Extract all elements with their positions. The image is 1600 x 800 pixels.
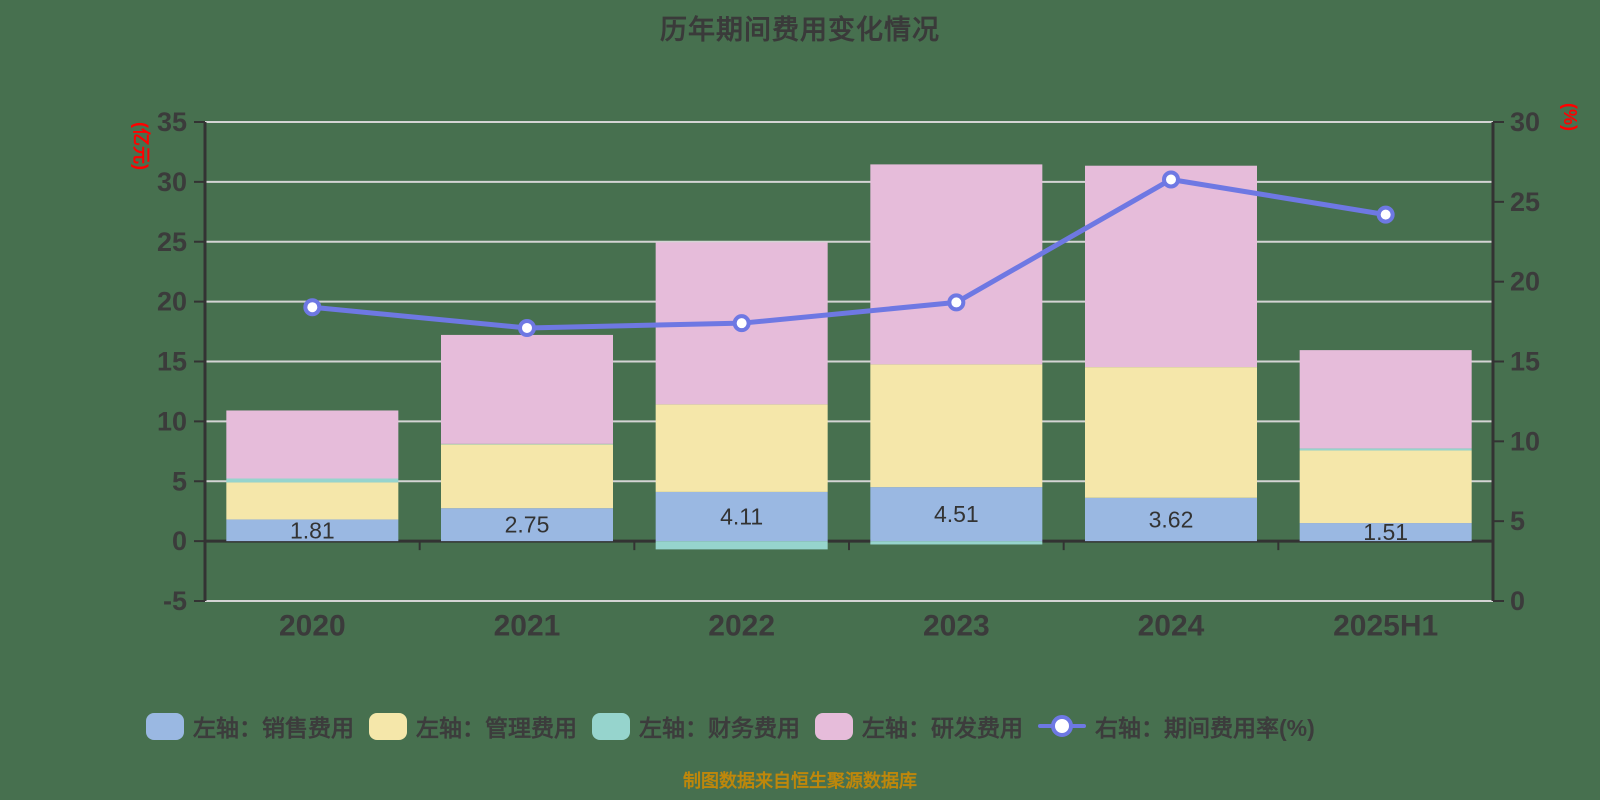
bar-segment[interactable] (226, 410, 399, 479)
bar-value-label: 1.81 (290, 517, 335, 543)
bar-segment[interactable] (870, 164, 1043, 365)
right-axis-tick-label: 0 (1510, 586, 1525, 616)
legend: 左轴：销售费用 左轴：管理费用 左轴：财务费用 左轴：研发费用 右轴：期间费用率(%) (146, 709, 1315, 743)
legend-swatch (146, 712, 184, 740)
bar-segment[interactable] (441, 444, 613, 509)
bar-segment[interactable] (655, 491, 828, 542)
x-axis-label: 2021 (494, 610, 561, 643)
x-axis-label: 2025H1 (1333, 610, 1438, 643)
legend-item-label: 左轴：研发费用 (862, 715, 1023, 741)
bar-value-label: 2.75 (505, 512, 550, 538)
bar-segment[interactable] (1299, 448, 1472, 451)
right-axis-tick-label: 15 (1510, 347, 1540, 377)
legend-item[interactable]: 右轴：期间费用率(%) (1038, 709, 1315, 743)
right-axis-tick-label: 20 (1510, 267, 1540, 297)
bar-value-label: 4.51 (934, 501, 979, 527)
bar-segment[interactable] (441, 508, 613, 542)
bar-segment[interactable] (655, 404, 828, 492)
right-axis-tick-label: 25 (1510, 187, 1540, 217)
x-axis-label: 2022 (708, 610, 775, 643)
left-axis-tick-label: 5 (172, 466, 187, 496)
left-axis-tick-label: 15 (157, 347, 187, 377)
legend-item-label: 右轴：期间费用率(%) (1095, 715, 1315, 741)
rate-line-marker[interactable] (1162, 170, 1180, 189)
bar-segment[interactable] (870, 364, 1043, 488)
legend-swatch (369, 712, 407, 740)
bar-segment[interactable] (1299, 523, 1472, 542)
left-axis-tick-label: 30 (157, 167, 187, 197)
bar-segment[interactable] (655, 541, 828, 550)
legend-item[interactable]: 左轴：销售费用 (146, 709, 354, 743)
left-axis-tick-label: 25 (157, 227, 187, 257)
legend-item-label: 左轴：财务费用 (639, 715, 800, 741)
left-axis-tick-label: 10 (157, 406, 187, 436)
bar-segment[interactable] (226, 478, 399, 483)
left-axis-tick-label: -5 (163, 586, 187, 616)
legend-swatch (815, 712, 853, 740)
bar-segment[interactable] (1299, 350, 1472, 449)
rate-line-marker[interactable] (947, 293, 966, 312)
legend-item[interactable]: 左轴：管理费用 (369, 709, 577, 743)
data-source-note: 制图数据来自恒生聚源数据库 (683, 771, 917, 791)
rate-line-marker[interactable] (732, 314, 751, 333)
bar-segment[interactable] (870, 487, 1043, 542)
legend-item-label: 左轴：管理费用 (416, 715, 577, 741)
rate-line-marker[interactable] (303, 298, 322, 317)
bar-value-label: 3.62 (1149, 506, 1194, 532)
legend-item-label: 左轴：销售费用 (193, 715, 354, 741)
legend-item[interactable]: 左轴：财务费用 (592, 709, 800, 743)
legend-item[interactable]: 左轴：研发费用 (815, 709, 1023, 743)
legend-dot-icon (1051, 715, 1073, 737)
x-axis-label: 2023 (923, 610, 990, 643)
right-axis-tick-label: 30 (1510, 107, 1540, 137)
bar-segment[interactable] (870, 541, 1043, 545)
legend-line-marker-icon (1038, 713, 1086, 740)
bar-segment[interactable] (1085, 165, 1257, 368)
bar-segment[interactable] (226, 482, 399, 520)
bar-segment[interactable] (226, 519, 399, 542)
right-axis-tick-label: 10 (1510, 426, 1540, 456)
bar-segment[interactable] (1085, 367, 1257, 498)
left-axis-tick-label: 35 (157, 107, 187, 137)
legend-swatch (592, 712, 630, 740)
bar-segment[interactable] (1085, 497, 1257, 542)
bar-value-label: 4.11 (720, 504, 763, 530)
chart-title: 历年期间费用变化情况 (660, 15, 940, 45)
bar-segment[interactable] (1299, 450, 1472, 524)
rate-line-marker[interactable] (1376, 205, 1395, 224)
rate-line-marker[interactable] (518, 318, 536, 337)
bar-segment[interactable] (441, 334, 613, 444)
x-axis-label: 2020 (279, 610, 346, 643)
bar-value-label: 1.51 (1363, 519, 1408, 545)
left-axis-tick-label: 0 (172, 526, 187, 556)
expense-rate-line (309, 176, 1389, 331)
left-axis-tick-label: 20 (157, 287, 187, 317)
left-axis-unit: (亿元) (131, 122, 152, 170)
x-axis-label: 2024 (1138, 610, 1205, 643)
right-axis-unit: (%) (1560, 103, 1580, 131)
right-axis-tick-label: 5 (1510, 506, 1525, 536)
